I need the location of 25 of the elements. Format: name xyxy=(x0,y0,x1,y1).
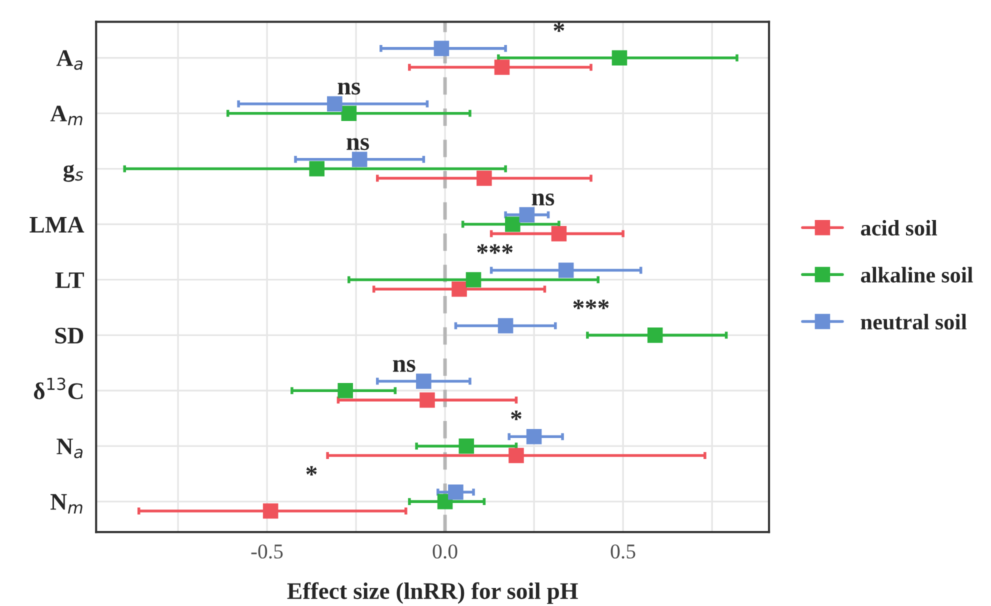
y-tick-label: LMA xyxy=(30,216,84,232)
x-tick-label: 0.5 xyxy=(610,544,636,559)
annotation: ns xyxy=(532,194,554,206)
y-tick-label: A$_{a}$ xyxy=(56,50,83,70)
annotation: ns xyxy=(338,82,360,95)
y-tick-label: δ$^{13}$C xyxy=(34,378,82,400)
x-tick-label: -0.5 xyxy=(251,544,283,559)
annotation: * xyxy=(554,22,564,32)
y-tick-label: g$_{s}$ xyxy=(63,164,84,182)
y-tick-label: N$_{a}$ xyxy=(56,438,83,458)
legend-label: acid soil xyxy=(860,220,938,236)
x-axis-title: Effect size (lnRR) for soil pH xyxy=(287,582,578,604)
annotation: ns xyxy=(346,138,370,150)
annotation: *** xyxy=(477,244,513,254)
annotation: * xyxy=(306,466,317,476)
annotation: *** xyxy=(573,300,609,310)
y-tick-label: SD xyxy=(55,328,84,344)
y-tick-label: N$_{m}$ xyxy=(50,494,82,514)
x-tick-label: 0.0 xyxy=(432,544,458,559)
legend-label: neutral soil xyxy=(860,314,967,330)
annotation: * xyxy=(511,410,522,420)
annotation: ns xyxy=(392,360,416,372)
legend-label: alkaline soil xyxy=(860,266,973,283)
y-tick-label: LT xyxy=(55,272,84,288)
y-tick-label: A$_{m}$ xyxy=(50,106,82,126)
